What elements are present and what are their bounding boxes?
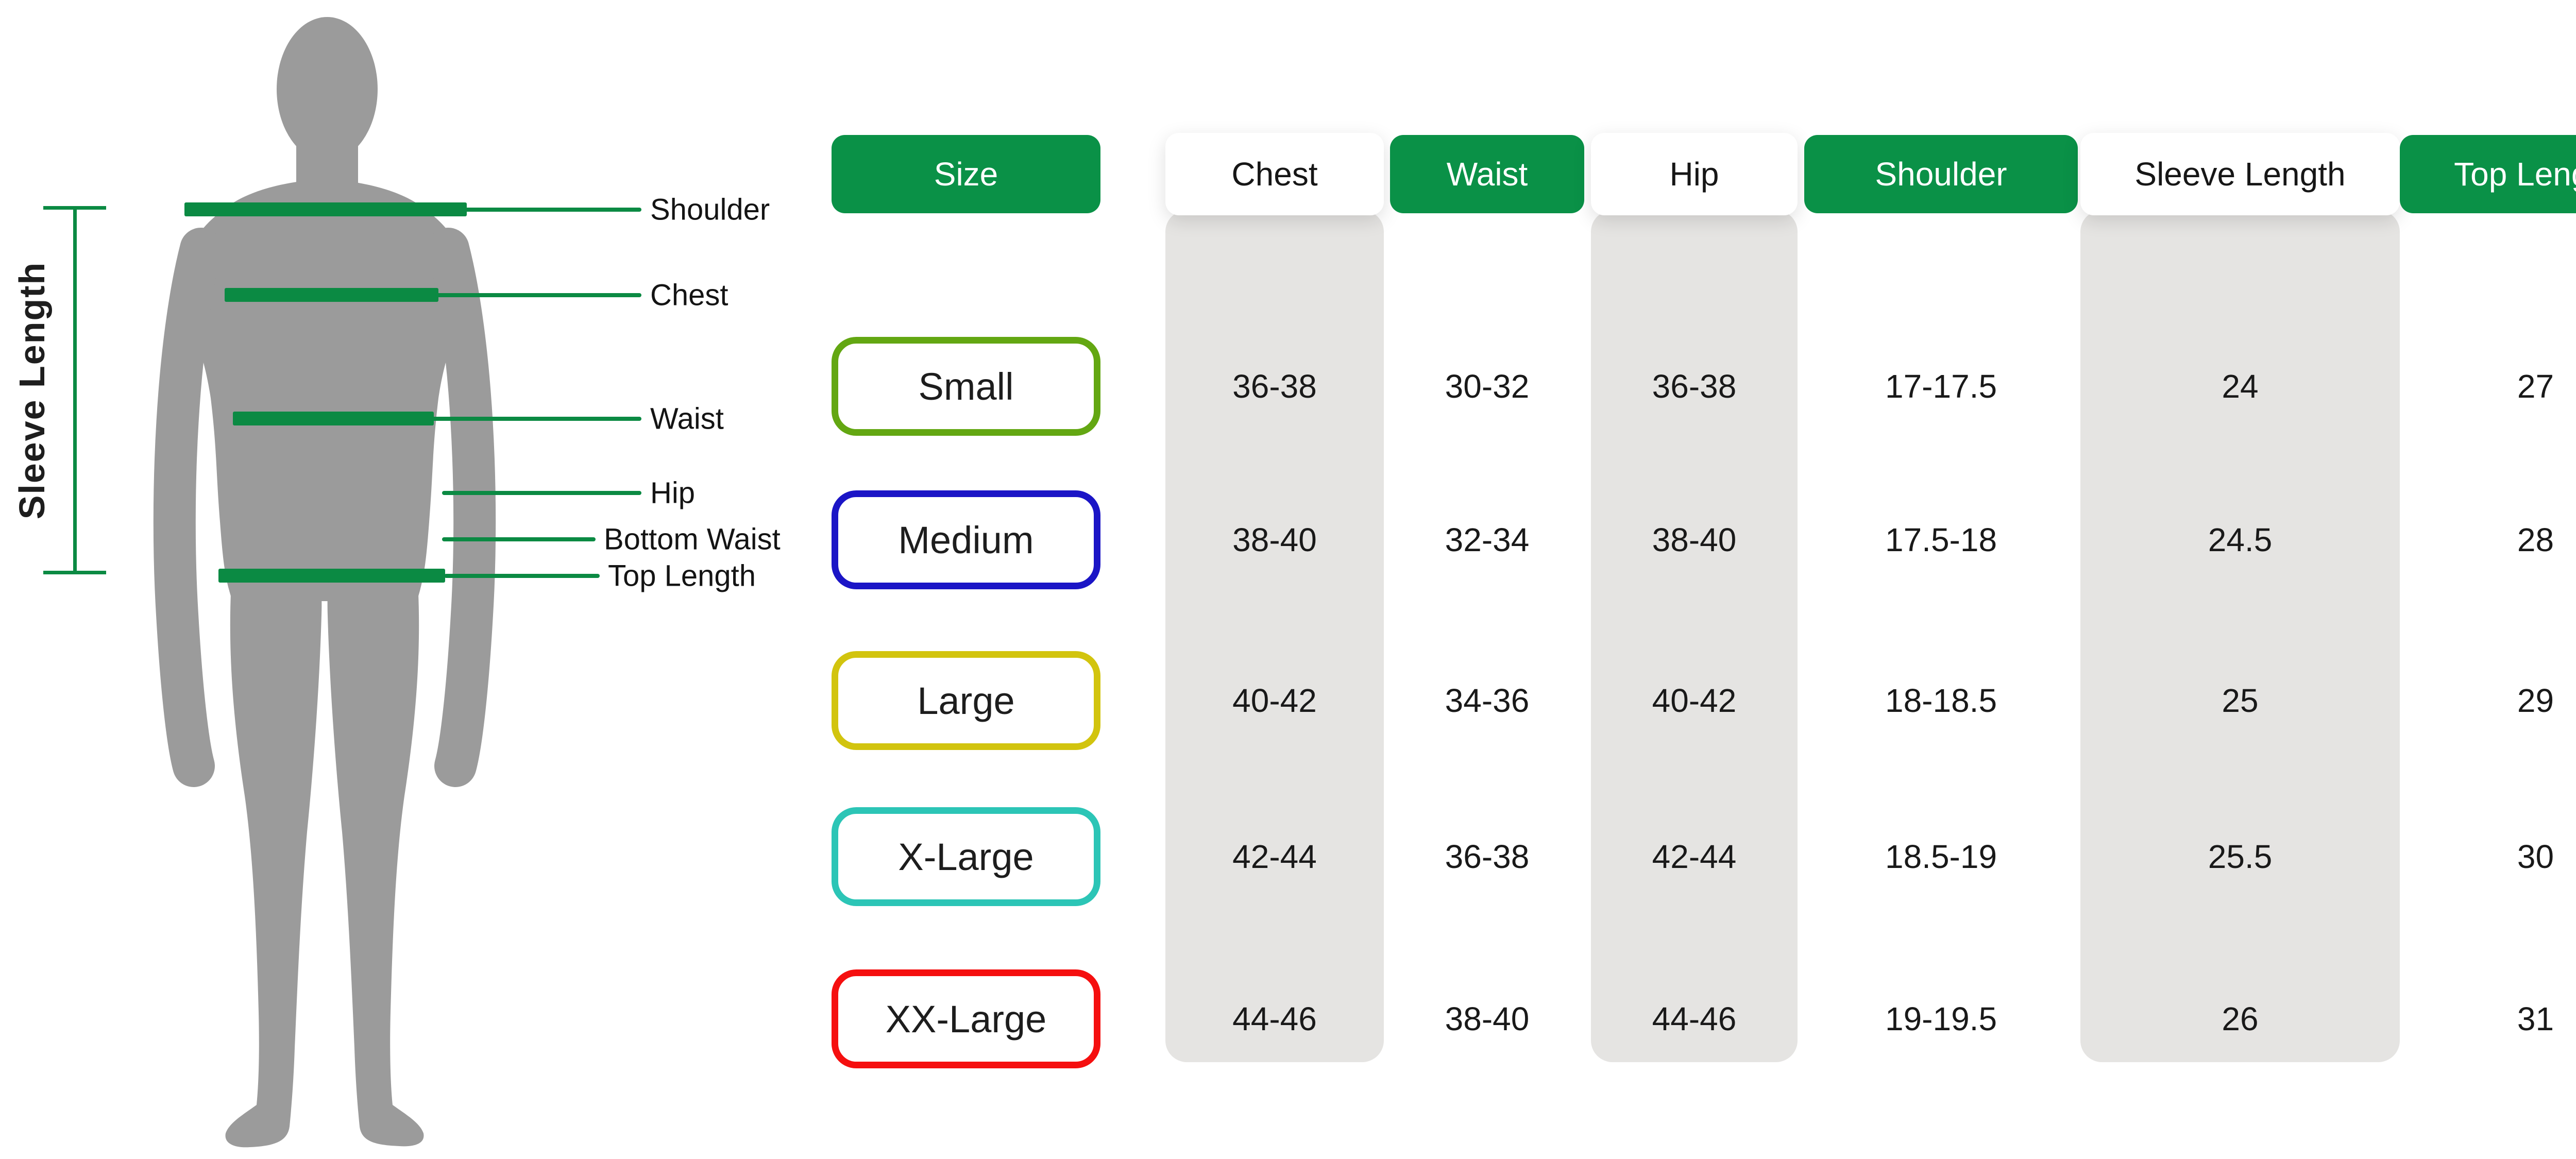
sleeve-length-header-text: Sleeve Length	[2134, 156, 2346, 193]
hip-column-header: Hip	[1591, 133, 1798, 215]
cell-shoulder-medium: 17.5-18	[1885, 521, 1997, 558]
shoulder-measure-band	[184, 202, 467, 216]
cell-shoulder-large: 18-18.5	[1885, 682, 1997, 719]
cell-waist-xx-large: 38-40	[1445, 1000, 1530, 1037]
shoulder-header-text: Shoulder	[1875, 156, 2007, 193]
size-button-label: Small	[918, 365, 1014, 408]
waist-measure-band	[233, 412, 434, 425]
cell-sleeve-large: 25	[2222, 682, 2259, 719]
size-button-label: X-Large	[898, 835, 1034, 878]
chest-label: Chest	[650, 278, 728, 312]
waist-leader-line	[432, 417, 641, 421]
top-length-leader-line	[444, 574, 600, 578]
cell-sleeve-small: 24	[2222, 368, 2259, 405]
cell-sleeve-medium: 24.5	[2208, 521, 2273, 558]
cell-waist-x-large: 36-38	[1445, 838, 1530, 875]
cell-shoulder-x-large: 18.5-19	[1885, 838, 1997, 875]
cell-sleeve-x-large: 25.5	[2208, 838, 2273, 875]
chest-leader-line	[435, 293, 641, 297]
hip-label: Hip	[650, 476, 696, 510]
cell-sleeve-xx-large: 26	[2222, 1000, 2259, 1037]
bottom-waist-label: Bottom Waist	[604, 522, 781, 556]
cell-top-length-large: 29	[2517, 682, 2554, 719]
size-button-small[interactable]: Small	[832, 337, 1100, 436]
cell-chest-large: 40-42	[1232, 682, 1317, 719]
shoulder-label: Shoulder	[650, 193, 770, 227]
size-button-label: Medium	[898, 518, 1034, 561]
size-button-large[interactable]: Large	[832, 651, 1100, 750]
cell-hip-medium: 38-40	[1652, 521, 1737, 558]
cell-shoulder-small: 17-17.5	[1885, 368, 1997, 405]
sleeve-ruler-line	[73, 208, 77, 574]
cell-hip-xx-large: 44-46	[1652, 1000, 1737, 1037]
hip-column-band	[1591, 210, 1798, 1062]
human-body-silhouette	[153, 17, 496, 1148]
cell-waist-large: 34-36	[1445, 682, 1530, 719]
bottom-waist-leader-line	[442, 537, 596, 541]
hip-leader-line	[442, 491, 641, 495]
cell-hip-large: 40-42	[1652, 682, 1737, 719]
sleeve-length-label: Sleeve Length	[12, 261, 52, 520]
cell-chest-medium: 38-40	[1232, 521, 1317, 558]
cell-top-length-x-large: 30	[2517, 838, 2554, 875]
cell-hip-x-large: 42-44	[1652, 838, 1737, 875]
chest-column-band	[1165, 210, 1384, 1062]
cell-waist-medium: 32-34	[1445, 521, 1530, 558]
shoulder-column-header: Shoulder	[1804, 135, 2078, 213]
size-button-label: XX-Large	[885, 997, 1047, 1041]
waist-header-text: Waist	[1446, 156, 1528, 193]
cell-chest-x-large: 42-44	[1232, 838, 1317, 875]
size-button-x-large[interactable]: X-Large	[832, 807, 1100, 906]
top-length-header-text: Top Length	[2454, 156, 2576, 193]
cell-top-length-medium: 28	[2517, 521, 2554, 558]
waist-column-header: Waist	[1390, 135, 1584, 213]
chest-header-text: Chest	[1231, 156, 1318, 193]
size-button-label: Large	[917, 679, 1015, 722]
top-length-label: Top Length	[608, 559, 756, 593]
cell-shoulder-xx-large: 19-19.5	[1885, 1000, 1997, 1037]
top-length-column-header: Top Length	[2400, 135, 2576, 213]
size-button-xx-large[interactable]: XX-Large	[832, 969, 1100, 1068]
cell-top-length-xx-large: 31	[2517, 1000, 2554, 1037]
cell-top-length-small: 27	[2517, 368, 2554, 405]
sleeve-length-column-header: Sleeve Length	[2080, 133, 2400, 215]
hip-header-text: Hip	[1669, 156, 1719, 193]
cell-waist-small: 30-32	[1445, 368, 1530, 405]
sleeve-length-column-band	[2080, 210, 2400, 1062]
chest-measure-band	[225, 288, 438, 302]
size-button-medium[interactable]: Medium	[832, 490, 1100, 589]
top-length-measure-band	[218, 569, 445, 583]
size-column-header: Size	[832, 135, 1100, 213]
cell-chest-xx-large: 44-46	[1232, 1000, 1317, 1037]
cell-chest-small: 36-38	[1232, 368, 1317, 405]
size-header-text: Size	[934, 156, 998, 193]
sleeve-ruler-bottom-cap	[43, 571, 106, 574]
chest-column-header: Chest	[1165, 133, 1384, 215]
shoulder-leader-line	[464, 208, 641, 212]
waist-label: Waist	[650, 402, 724, 436]
cell-hip-small: 36-38	[1652, 368, 1737, 405]
